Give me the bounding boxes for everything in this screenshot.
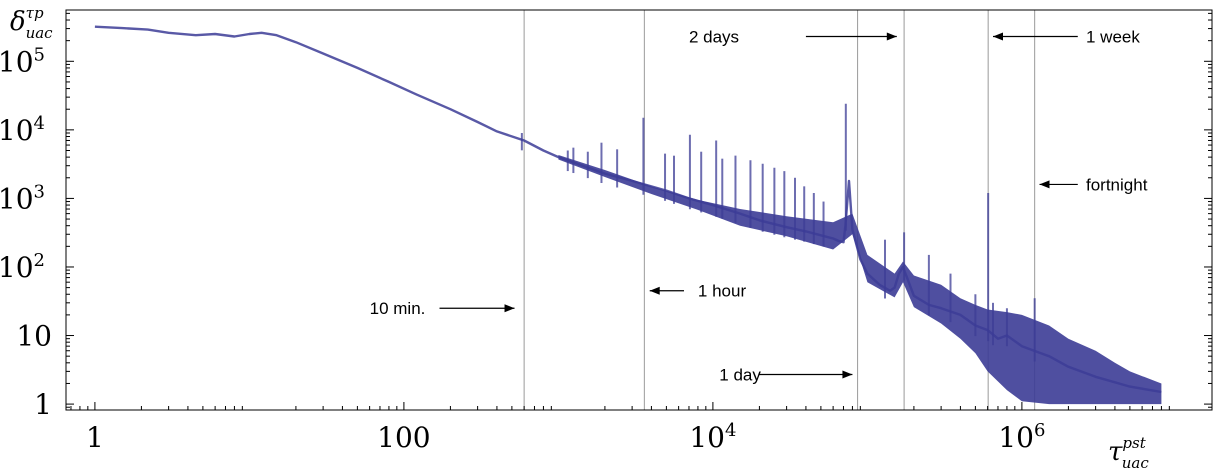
- y-tick-label: 104: [0, 113, 45, 147]
- x-tick-label: 100: [377, 421, 430, 454]
- annotation-label: 1 hour: [698, 282, 747, 301]
- annotation-label: 1 day: [719, 366, 761, 385]
- series-band: [558, 155, 1162, 405]
- annotation-arrow-head: [992, 32, 1003, 41]
- x-tick-label: 1: [86, 421, 104, 454]
- annotation: 1 hour: [649, 282, 747, 301]
- annotation-arrow-head: [649, 286, 660, 295]
- y-tick-label: 10: [16, 320, 52, 353]
- y-tick-label: 103: [0, 181, 45, 215]
- annotation-label: 1 week: [1086, 27, 1140, 46]
- annotation-arrow-head: [842, 370, 853, 379]
- annotation-arrow-head: [504, 304, 515, 313]
- annotation-arrow-head: [1039, 180, 1050, 189]
- reference-lines: [523, 10, 1036, 410]
- annotation-label: 10 min.: [370, 299, 426, 318]
- x-axis-title: τpst uac: [1108, 434, 1149, 472]
- x-tick-label: 104: [689, 420, 736, 454]
- x-axis-ticks: 1 100 104 106: [70, 402, 1170, 454]
- annotation: fortnight: [1039, 175, 1148, 194]
- annotation-arrow-head: [886, 32, 897, 41]
- y-axis-title: δτp uac: [10, 4, 53, 42]
- y-axis-ticks: 1 10 102 103 104 105: [0, 12, 1212, 421]
- annotation-label: 2 days: [689, 27, 739, 46]
- annotation: 10 min.: [370, 299, 515, 318]
- y-tick-label: 1: [34, 388, 52, 421]
- annotation: 1 day: [719, 366, 853, 385]
- series-line-group: [94, 25, 1162, 394]
- y-tick-label: 102: [0, 250, 45, 284]
- annotations: 10 min. 1 hour 1 day 2 days 1 week fortnight: [370, 27, 1148, 384]
- y-tick-label: 105: [0, 44, 45, 78]
- annotation: 1 week: [992, 27, 1140, 46]
- x-tick-label: 106: [998, 420, 1045, 454]
- series-line: [94, 25, 1162, 394]
- plot-frame: [65, 9, 1213, 411]
- annotation: 2 days: [689, 27, 897, 46]
- series-band-group: [558, 155, 1162, 405]
- annotation-label: fortnight: [1086, 175, 1148, 194]
